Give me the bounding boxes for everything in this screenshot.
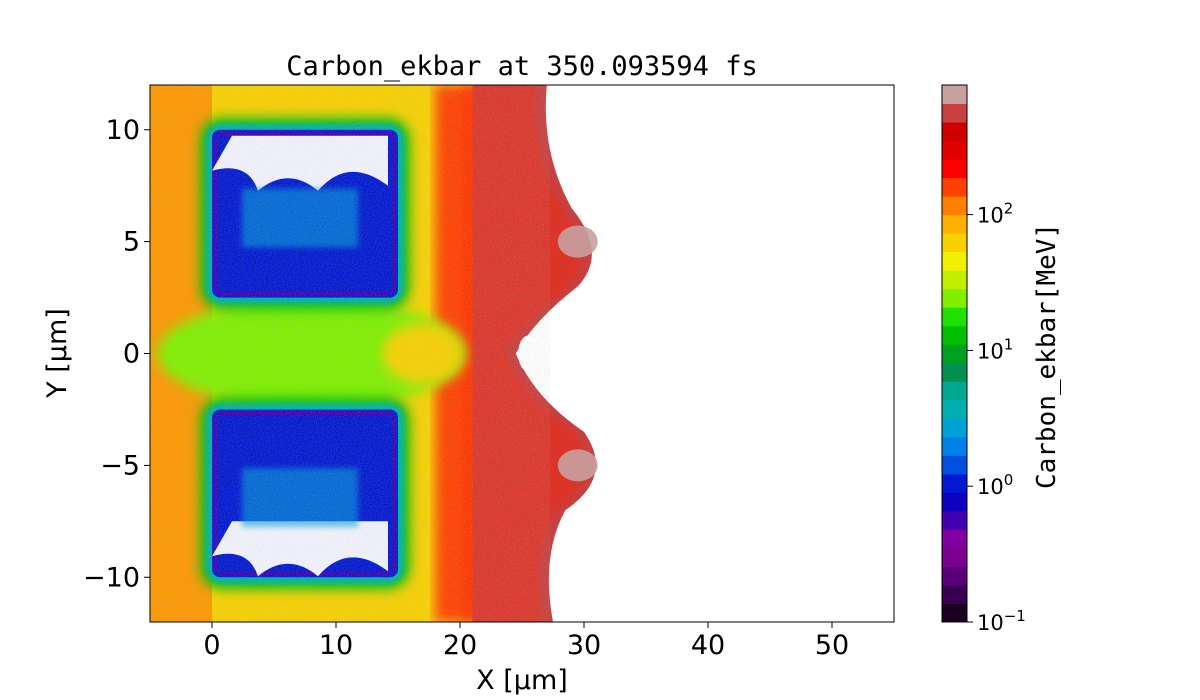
x-axis-label: X [μm] bbox=[476, 665, 568, 696]
colorbar-tick-label: 100 bbox=[977, 471, 1013, 499]
x-tick-label: 0 bbox=[203, 630, 220, 661]
colorbar-segment bbox=[942, 362, 967, 382]
colorbar-segment bbox=[942, 159, 967, 179]
colorbar-segment bbox=[942, 288, 967, 308]
colorbar-segment bbox=[942, 381, 967, 401]
colorbar: 10−1 100 101 102 bbox=[941, 84, 1026, 635]
heatmap-plot-area bbox=[150, 85, 894, 622]
colorbar-segment bbox=[942, 455, 967, 475]
chart-title: Carbon_ekbar at 350.093594 fs bbox=[286, 51, 757, 82]
colorbar-segment bbox=[942, 233, 967, 253]
colorbar-label: Carbon_ekbar[MeV] bbox=[1032, 223, 1062, 489]
x-tick-label: 50 bbox=[815, 630, 849, 661]
x-tick-label: 40 bbox=[691, 630, 725, 661]
colorbar-segment bbox=[942, 473, 967, 493]
texture-overlay bbox=[150, 85, 550, 622]
colorbar-segment bbox=[942, 214, 967, 234]
colorbar-tick-label: 102 bbox=[977, 200, 1013, 228]
colorbar-segment bbox=[942, 418, 967, 438]
colorbar-segment bbox=[942, 251, 967, 271]
colorbar-tick-label: 10−1 bbox=[977, 607, 1026, 635]
x-axis: 0 10 20 30 40 50 bbox=[203, 622, 849, 661]
hotspot-lower bbox=[557, 449, 598, 482]
y-tick-label: 10 bbox=[106, 115, 140, 146]
colorbar-segment bbox=[942, 603, 967, 623]
colorbar-segment bbox=[942, 85, 967, 105]
colorbar-segment bbox=[942, 510, 967, 530]
colorbar-segment bbox=[942, 566, 967, 586]
colorbar-frame bbox=[941, 84, 968, 623]
colorbar-segment bbox=[942, 140, 967, 160]
colorbar-segment bbox=[942, 307, 967, 327]
hotspot-upper bbox=[557, 225, 598, 258]
y-tick-label: −10 bbox=[83, 562, 140, 593]
colorbar-segment bbox=[942, 529, 967, 549]
y-tick-label: −5 bbox=[100, 450, 140, 481]
x-tick-label: 30 bbox=[567, 630, 601, 661]
x-tick-label: 20 bbox=[443, 630, 477, 661]
y-axis: −10 −5 0 5 10 bbox=[83, 115, 150, 593]
colorbar-segment bbox=[942, 270, 967, 290]
colorbar-segment bbox=[942, 584, 967, 604]
colorbar-segment bbox=[942, 325, 967, 345]
y-axis-label: Y [μm] bbox=[42, 308, 73, 399]
colorbar-tick-label: 101 bbox=[977, 335, 1013, 363]
colorbar-segment bbox=[942, 103, 967, 123]
colorbar-segment bbox=[942, 399, 967, 419]
colorbar-segment bbox=[942, 196, 967, 216]
colorbar-segment bbox=[942, 344, 967, 364]
y-tick-label: 0 bbox=[123, 339, 140, 370]
colorbar-segment bbox=[942, 177, 967, 197]
colorbar-segment bbox=[942, 492, 967, 512]
colorbar-segment bbox=[942, 436, 967, 456]
colorbar-segment bbox=[942, 547, 967, 567]
colorbar-segment bbox=[942, 122, 967, 142]
x-tick-label: 10 bbox=[319, 630, 353, 661]
y-tick-label: 5 bbox=[123, 227, 140, 258]
